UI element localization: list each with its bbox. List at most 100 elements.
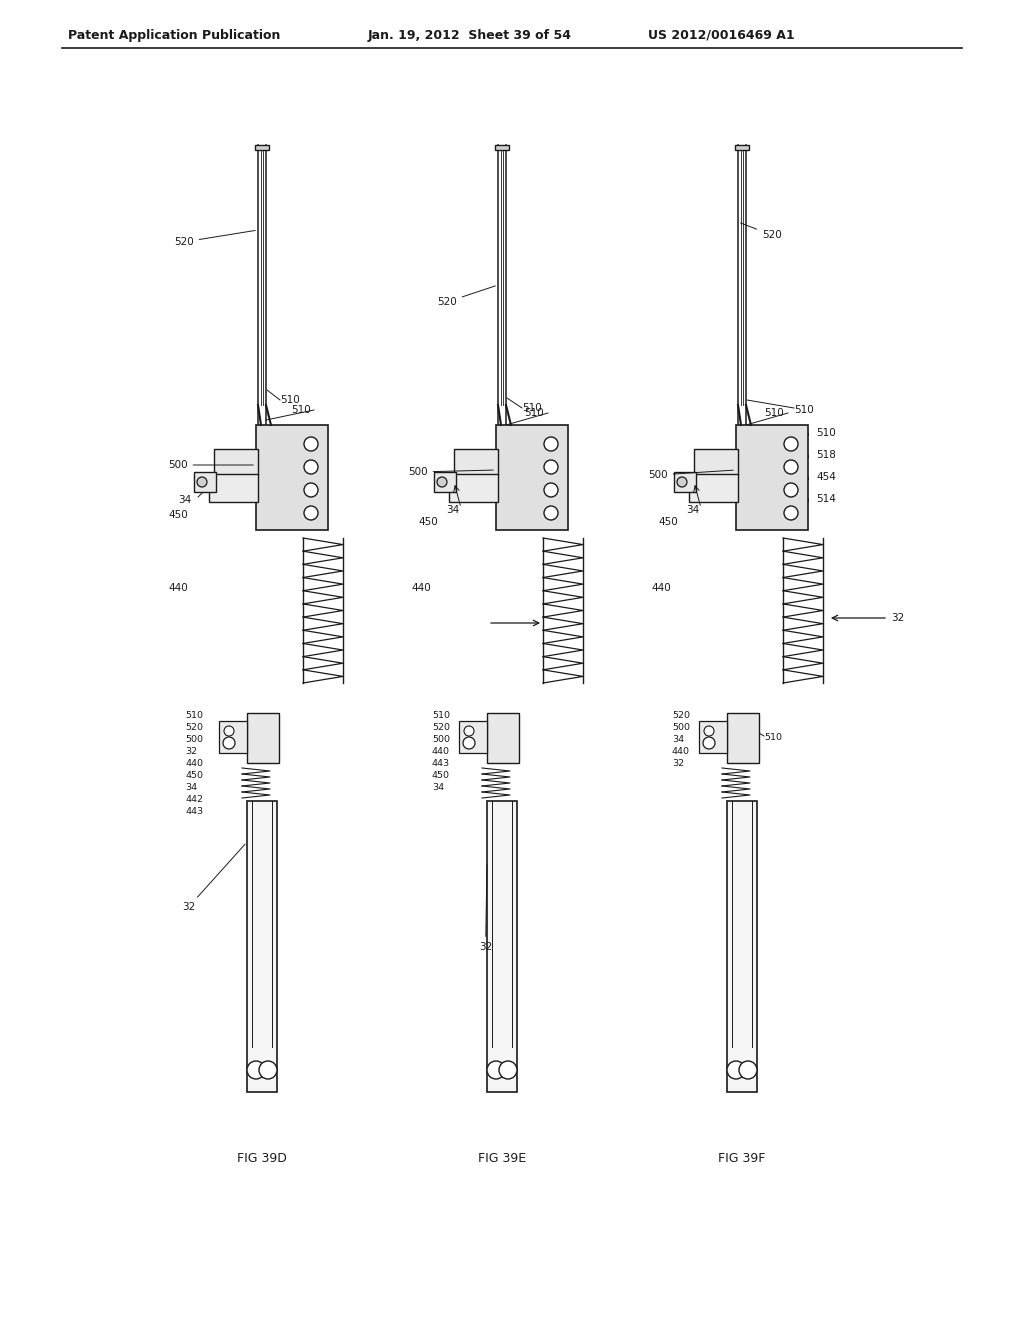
Circle shape [677,477,687,487]
Text: US 2012/0016469 A1: US 2012/0016469 A1 [648,29,795,41]
Text: 34: 34 [185,783,198,792]
Circle shape [705,726,714,737]
Text: 440: 440 [185,759,203,767]
Text: 34: 34 [432,783,444,792]
Text: 518: 518 [816,450,836,459]
Text: 443: 443 [432,759,451,767]
Circle shape [784,506,798,520]
Bar [459,721,487,752]
Text: 500: 500 [408,467,494,477]
Text: 510: 510 [280,395,300,405]
Bar [209,474,258,502]
Bar [247,713,279,763]
Bar [495,145,509,150]
Text: 520: 520 [672,710,690,719]
Text: 500: 500 [168,459,253,470]
Text: 510: 510 [522,403,542,413]
Circle shape [739,1061,757,1078]
Circle shape [703,737,715,748]
Text: 450: 450 [658,517,678,527]
Text: 442: 442 [185,795,203,804]
Bar [255,145,269,150]
Text: 440: 440 [168,583,187,593]
Circle shape [784,459,798,474]
Text: 34: 34 [446,506,459,515]
Bar [689,474,738,502]
Circle shape [259,1061,278,1078]
Circle shape [544,483,558,498]
Text: 440: 440 [672,747,690,755]
Text: FIG 39E: FIG 39E [478,1151,526,1164]
Text: Patent Application Publication: Patent Application Publication [68,29,281,41]
Circle shape [197,477,207,487]
Text: 520: 520 [185,722,203,731]
Text: 500: 500 [648,470,733,480]
Text: 510: 510 [185,710,203,719]
Bar [449,474,498,502]
Text: 500: 500 [432,734,450,743]
Circle shape [544,459,558,474]
Circle shape [247,1061,265,1078]
Text: 450: 450 [185,771,203,780]
Text: 443: 443 [185,807,203,816]
Circle shape [463,737,475,748]
Bar [694,449,738,475]
Bar [219,721,247,752]
Text: 32: 32 [185,747,198,755]
Text: 510: 510 [291,405,310,414]
Circle shape [437,477,447,487]
Text: 500: 500 [185,734,203,743]
Circle shape [304,483,318,498]
Text: 450: 450 [418,517,437,527]
Bar [735,145,749,150]
Text: 34: 34 [178,495,191,506]
Circle shape [499,1061,517,1078]
Bar [256,425,328,531]
Text: 32: 32 [672,759,684,767]
Bar [496,425,568,531]
Circle shape [304,459,318,474]
Text: 34: 34 [686,506,699,515]
Text: 510: 510 [764,408,783,418]
Text: 440: 440 [411,583,431,593]
Text: 454: 454 [816,473,836,482]
Bar [434,473,456,492]
Circle shape [223,737,234,748]
Text: 510: 510 [794,405,814,414]
Text: 34: 34 [672,734,684,743]
Bar [674,473,696,492]
Text: 520: 520 [432,722,450,731]
Bar [727,713,759,763]
Text: 440: 440 [651,583,671,593]
Text: 510: 510 [524,408,544,418]
Bar [727,801,757,1092]
Text: 500: 500 [672,722,690,731]
Text: 510: 510 [432,710,450,719]
Circle shape [544,506,558,520]
Bar [214,449,258,475]
Text: 520: 520 [437,286,496,308]
Circle shape [487,1061,505,1078]
Circle shape [464,726,474,737]
Bar [247,801,278,1092]
Text: 440: 440 [432,747,450,755]
Text: 520: 520 [174,231,255,247]
Text: 450: 450 [432,771,450,780]
Text: 514: 514 [816,494,836,504]
Bar [454,449,498,475]
Text: 32: 32 [182,843,245,912]
Bar [487,713,519,763]
Text: 520: 520 [740,223,781,240]
Bar [699,721,727,752]
Text: 450: 450 [168,510,187,520]
Text: 32: 32 [891,612,904,623]
Text: 510: 510 [816,428,836,438]
Circle shape [784,437,798,451]
Bar [194,473,216,492]
Circle shape [727,1061,745,1078]
Circle shape [304,506,318,520]
Text: FIG 39F: FIG 39F [718,1151,766,1164]
Bar [487,801,517,1092]
Bar [736,425,808,531]
Text: FIG 39D: FIG 39D [238,1151,287,1164]
